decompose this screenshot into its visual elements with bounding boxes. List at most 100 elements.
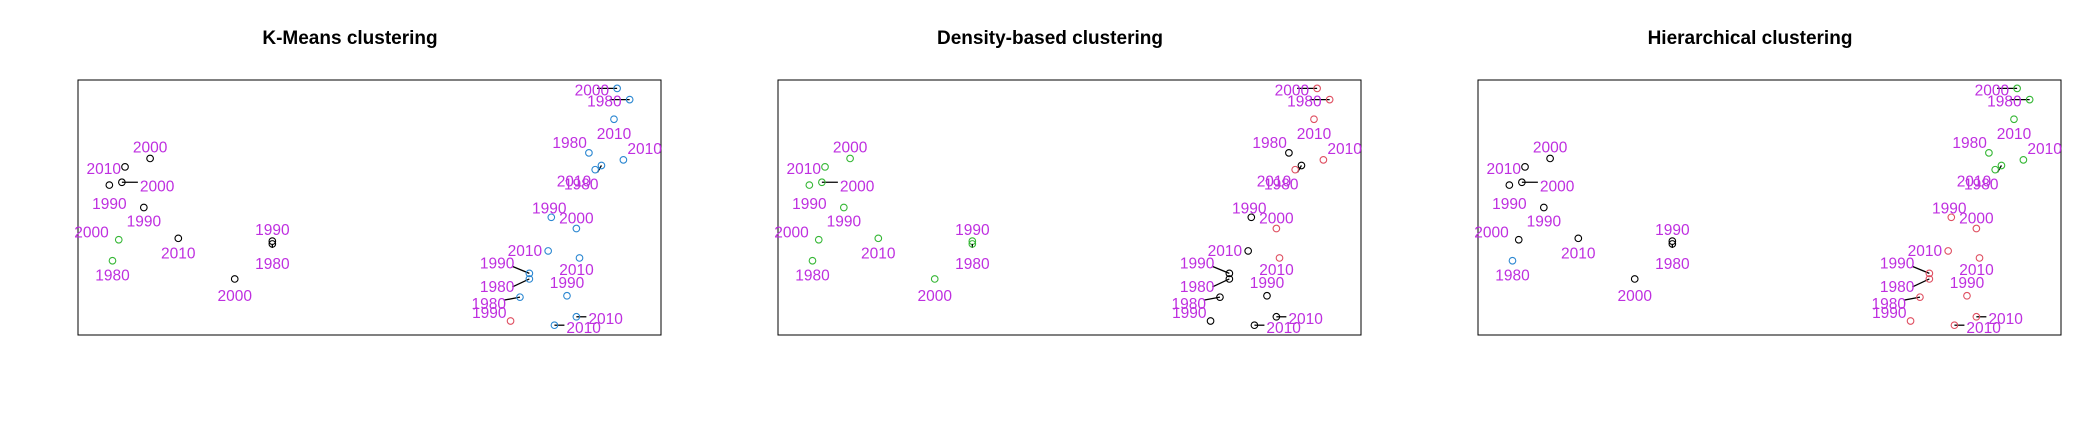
point-label: 2010 [1997, 126, 2032, 143]
point-label: 2000 [774, 225, 809, 242]
point-label: 2010 [1288, 311, 1323, 328]
point-label: 2010 [87, 161, 122, 178]
data-point [613, 84, 621, 93]
point-label: 2000 [133, 139, 168, 156]
data-point [1906, 317, 1915, 325]
point-label: 1990 [1180, 255, 1215, 272]
data-point [118, 178, 126, 187]
data-point [1272, 312, 1281, 321]
data-point [575, 254, 584, 262]
data-point [174, 234, 183, 243]
point-label: 1980 [552, 135, 587, 152]
panel-hierarchical: Hierarchical clustering 2000 1980 2010 1980… [1400, 0, 2100, 432]
point-label: 2000 [1975, 82, 2010, 99]
data-point [1950, 321, 1959, 330]
data-point [1947, 213, 1956, 222]
point-label: 2010 [1957, 174, 1992, 191]
chart-title: K-Means clustering [262, 28, 438, 49]
data-point [2019, 156, 2028, 164]
point-label: 2010 [1487, 161, 1522, 178]
point-label: 2010 [1966, 320, 2001, 337]
point-label: 2010 [2027, 141, 2062, 158]
data-point [1514, 235, 1523, 244]
point-label: 1980 [1987, 94, 2022, 111]
data-point [597, 161, 606, 170]
data-point [1925, 275, 1934, 283]
point-label: 2000 [559, 211, 594, 228]
point-label: 1980 [1252, 135, 1287, 152]
panel-kmeans: K-Means clustering 2000 1980 2010 1980 2010 1… [0, 0, 700, 432]
data-point [114, 235, 123, 244]
point-label: 1990 [1950, 275, 1985, 292]
data-point [874, 234, 883, 243]
point-label: 1980 [1264, 176, 1299, 193]
data-point [1225, 269, 1234, 278]
data-point [550, 321, 559, 330]
label-leader-line [1903, 296, 1921, 301]
point-label: 1990 [92, 196, 127, 213]
data-point [2010, 115, 2018, 124]
point-label: 1980 [955, 256, 990, 273]
point-label: 1990 [1527, 214, 1562, 231]
data-point [1668, 240, 1677, 248]
point-label: 1990 [827, 214, 862, 231]
point-label: 1990 [127, 214, 162, 231]
data-point [572, 312, 581, 321]
data-point [1505, 181, 1514, 189]
point-label: 2000 [917, 288, 952, 305]
data-point [547, 213, 556, 222]
data-point [1985, 149, 1993, 157]
point-label: 2000 [1959, 211, 1994, 228]
point-label: 2010 [1908, 243, 1943, 260]
point-label: 2010 [1259, 262, 1294, 279]
data-point [930, 275, 939, 283]
data-point [572, 224, 581, 233]
data-point [516, 293, 524, 302]
point-label: 2010 [508, 243, 543, 260]
chart-title: Density-based clustering [937, 28, 1163, 49]
data-point [1297, 161, 1306, 170]
data-point [1925, 269, 1934, 278]
point-label: 2010 [588, 311, 623, 328]
point-label: 1980 [1952, 135, 1987, 152]
point-label: 1980 [1495, 268, 1530, 285]
point-label: 1990 [955, 222, 990, 239]
data-point [1225, 275, 1234, 283]
data-point [1521, 163, 1529, 171]
point-label: 1980 [1180, 279, 1215, 296]
data-point [839, 203, 848, 212]
plot-frame [777, 79, 1362, 336]
label-leader-line [503, 296, 521, 301]
data-point [1250, 321, 1259, 330]
point-label: 1980 [1171, 296, 1206, 313]
point-label: 2000 [1540, 178, 1575, 195]
point-label: 2010 [1959, 262, 1994, 279]
point-label: 1980 [564, 176, 599, 193]
point-label: 1980 [480, 279, 515, 296]
point-label: 1990 [1655, 222, 1690, 239]
data-point [268, 240, 277, 248]
data-point [1508, 256, 1517, 265]
point-label: 1980 [95, 268, 130, 285]
point-label: 2010 [1327, 141, 1362, 158]
data-point [585, 149, 593, 157]
point-label: 1990 [1872, 305, 1907, 322]
panel-density: Density-based clustering 2000 1980 2010 198… [700, 0, 1400, 432]
point-label: 1990 [532, 200, 567, 217]
data-point [625, 95, 634, 104]
plot-frame [77, 79, 662, 336]
point-label: 2010 [1297, 126, 1332, 143]
data-point [1216, 293, 1224, 302]
point-label: 2000 [833, 139, 868, 156]
point-label: 2010 [559, 262, 594, 279]
point-label: 1980 [1880, 279, 1915, 296]
data-point [591, 165, 600, 174]
data-point [230, 275, 239, 283]
point-label: 1980 [1655, 256, 1690, 273]
data-point [1963, 291, 1971, 300]
point-label: 2000 [575, 82, 610, 99]
data-point [1518, 178, 1526, 187]
